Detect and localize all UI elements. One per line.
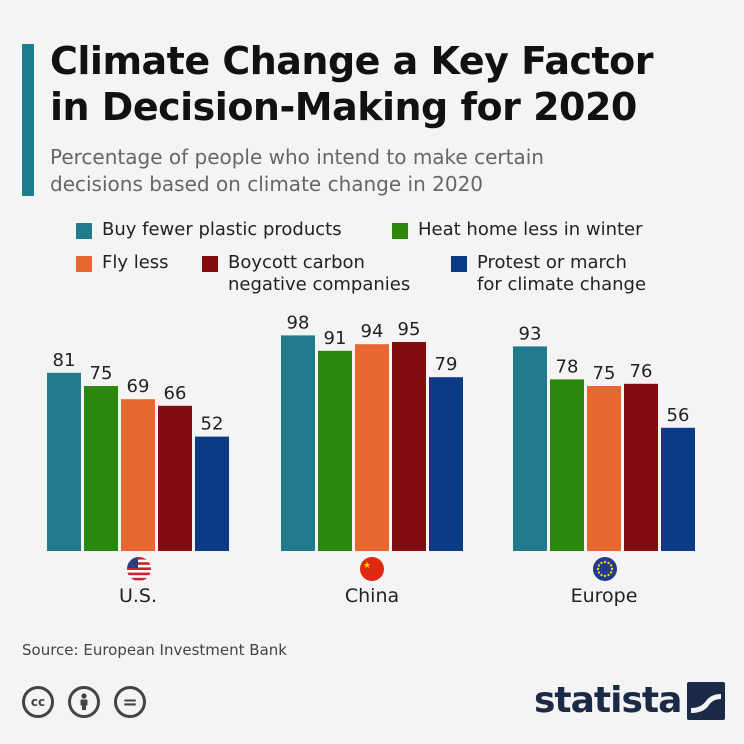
legend-label-heat: Heat home less in winter: [418, 219, 643, 240]
legend-label-protest: Protest or march for climate change: [477, 252, 646, 296]
subtitle-line-2: decisions based on climate change in 202…: [50, 172, 484, 196]
value-label-europe-boycott-carbon-negative-companies: 76: [630, 361, 653, 382]
legend-swatch-plastic: [76, 223, 92, 239]
legend-item-protest: Protest or march for climate change: [451, 252, 646, 296]
source-note: Source: European Investment Bank: [22, 641, 287, 659]
page-subtitle: Percentage of people who intend to make …: [50, 144, 710, 198]
title-line-2: in Decision-Making for 2020: [50, 85, 637, 129]
legend-swatch-protest: [451, 256, 467, 272]
legend-label-boycott: Boycott carbon negative companies: [228, 252, 410, 296]
title-line-1: Climate Change a Key Factor: [50, 39, 654, 83]
page-title: Climate Change a Key Factor in Decision-…: [50, 38, 730, 130]
value-label-u-s-boycott-carbon-negative-companies: 66: [164, 383, 187, 404]
bar-u-s-buy-fewer-plastic-products[interactable]: [47, 372, 81, 551]
value-label-layer: 81 75 69 66 52 98 91 94 95 79 93 78 75 76 56: [53, 312, 690, 434]
legend-item-fly: Fly less: [76, 252, 169, 274]
value-label-u-s-fly-less: 69: [127, 376, 150, 397]
legend-item-boycott: Boycott carbon negative companies: [202, 252, 410, 296]
eu-star: [607, 561, 610, 565]
eu-star: [600, 561, 603, 565]
legend-label-protest-line-1: Protest or march: [477, 252, 627, 273]
equals-icon-label: =: [122, 691, 138, 713]
eu-star: [610, 567, 614, 571]
eu-star: [609, 571, 613, 574]
legend-label-boycott-line-2: negative companies: [228, 274, 411, 295]
value-label-europe-fly-less: 75: [593, 363, 616, 384]
us-flag-icon: [127, 557, 151, 581]
category-label-china: China: [345, 585, 399, 607]
bar-u-s-boycott-carbon-negative-companies[interactable]: [158, 405, 192, 551]
bar-china-heat-home-less-in-winter[interactable]: [318, 350, 352, 551]
value-label-china-protest-or-march-for-climate-change: 79: [435, 354, 458, 375]
value-label-europe-buy-fewer-plastic-products: 93: [519, 323, 542, 344]
legend-label-protest-line-2: for climate change: [477, 274, 647, 295]
bar-layer: [47, 335, 695, 551]
statista-logo-icon: [687, 681, 726, 720]
eu-star: [609, 564, 613, 567]
eu-star: [603, 560, 607, 564]
legend-item-heat: Heat home less in winter: [392, 219, 643, 241]
person-icon[interactable]: [68, 686, 100, 718]
bar-u-s-fly-less[interactable]: [121, 399, 155, 551]
svg-text:★: ★: [363, 561, 371, 571]
value-label-china-buy-fewer-plastic-products: 98: [287, 312, 310, 333]
legend-label-plastic: Buy fewer plastic products: [102, 219, 342, 240]
bar-europe-buy-fewer-plastic-products[interactable]: [513, 346, 547, 551]
bar-china-buy-fewer-plastic-products[interactable]: [281, 335, 315, 551]
value-label-europe-protest-or-march-for-climate-change: 56: [667, 405, 690, 426]
title-accent-bar: [22, 44, 34, 196]
legend-label-boycott-line-1: Boycott carbon: [228, 252, 365, 273]
bar-u-s-protest-or-march-for-climate-change[interactable]: [195, 436, 229, 551]
value-label-china-heat-home-less-in-winter: 91: [324, 328, 347, 349]
person-glyph: [80, 693, 88, 710]
eu-star: [597, 564, 601, 567]
bar-china-boycott-carbon-negative-companies[interactable]: [392, 342, 426, 551]
eu-star: [603, 574, 607, 578]
eu-star: [597, 571, 601, 574]
bar-europe-protest-or-march-for-climate-change[interactable]: [661, 427, 695, 551]
eu-star: [600, 573, 603, 577]
subtitle-line-1: Percentage of people who intend to make …: [50, 145, 544, 169]
equals-icon[interactable]: =: [114, 686, 146, 718]
legend-swatch-fly: [76, 256, 92, 272]
value-label-u-s-protest-or-march-for-climate-change: 52: [201, 414, 224, 435]
value-label-europe-heat-home-less-in-winter: 78: [556, 356, 579, 377]
legend-label-fly: Fly less: [102, 252, 169, 273]
statista-logo-text: statista: [534, 680, 682, 721]
legend-swatch-heat: [392, 223, 408, 239]
legend-item-plastic: Buy fewer plastic products: [76, 219, 342, 241]
bar-europe-boycott-carbon-negative-companies[interactable]: [624, 383, 658, 551]
cc-icon[interactable]: cc: [22, 686, 54, 718]
category-label-layer: U.S. China Europe: [119, 585, 637, 607]
value-label-u-s-heat-home-less-in-winter: 75: [90, 363, 113, 384]
category-label-u-s: U.S.: [119, 585, 157, 607]
bar-europe-heat-home-less-in-winter[interactable]: [550, 379, 584, 551]
china-flag-icon: ★: [360, 557, 384, 581]
value-label-u-s-buy-fewer-plastic-products: 81: [53, 350, 76, 371]
eu-star: [607, 573, 610, 577]
value-label-china-fly-less: 94: [361, 321, 384, 342]
bar-u-s-heat-home-less-in-winter[interactable]: [84, 386, 118, 551]
cc-icon-label: cc: [30, 695, 46, 709]
statista-logo[interactable]: statista: [534, 680, 726, 721]
bar-china-protest-or-march-for-climate-change[interactable]: [429, 377, 463, 551]
value-label-china-boycott-carbon-negative-companies: 95: [398, 319, 421, 340]
bar-china-fly-less[interactable]: [355, 344, 389, 551]
bar-europe-fly-less[interactable]: [587, 386, 621, 551]
eu-flag-icon: [593, 557, 617, 581]
legend-swatch-boycott: [202, 256, 218, 272]
category-label-europe: Europe: [571, 585, 638, 607]
eu-star: [596, 567, 600, 571]
